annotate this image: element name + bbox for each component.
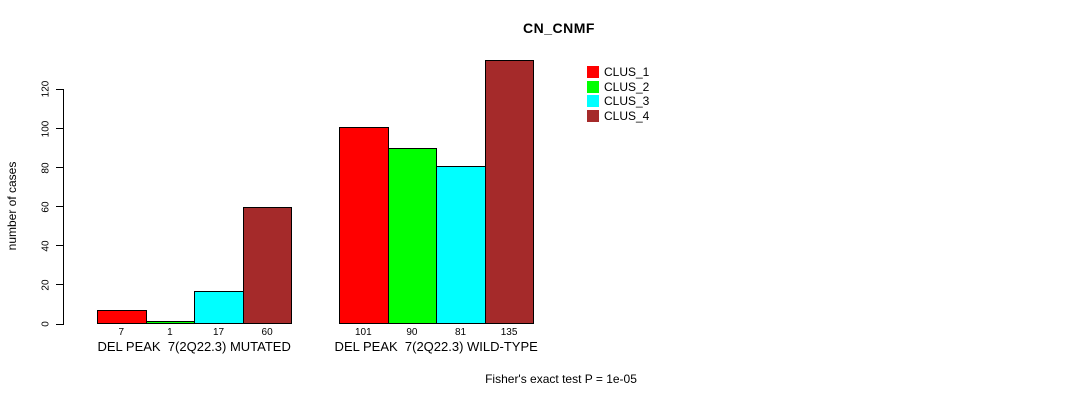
y-tick-label: 100 [40,120,52,137]
bar-clus_3-group1 [194,291,244,324]
bar-clus_4-group1 [242,207,293,324]
legend-swatch-clus_3 [587,95,599,108]
legend-label: CLUS_3 [604,94,650,109]
group-label: DEL PEAK 7(2Q22.3) WILD-TYPE [334,339,538,354]
bar-clus_2-group2 [387,148,438,324]
legend-row: CLUS_1 [587,65,649,80]
legend-row: CLUS_3 [587,94,649,109]
y-tick-mark [56,323,64,325]
bar-value-label: 7 [118,327,125,338]
legend-swatch-clus_4 [587,110,599,123]
bar-value-label: 90 [406,327,418,338]
y-tick-label: 60 [40,201,52,213]
bar-clus_1-group2 [339,127,389,324]
group-label: DEL PEAK 7(2Q22.3) MUTATED [97,339,291,354]
y-tick-label: 80 [40,162,52,174]
bar-value-label: 60 [261,327,273,338]
bar-clus_4-group2 [484,60,535,324]
y-tick-mark [56,128,64,129]
legend-label: CLUS_4 [604,109,650,124]
bar-value-label: 1 [167,327,173,338]
y-tick-label: 120 [40,81,52,98]
bar-clus_2-group1 [145,321,196,324]
legend: CLUS_1 CLUS_2 CLUS_3 CLUS_4 [587,65,649,123]
y-tick-mark [56,284,64,286]
chart-title: CN_CNMF [523,20,595,36]
y-tick-label: 20 [40,279,52,291]
y-tick-mark [56,167,64,169]
legend-row: CLUS_2 [587,80,649,95]
stat-test-note: Fisher's exact test P = 1e-05 [485,372,637,386]
legend-row: CLUS_4 [587,109,649,124]
y-axis-title: number of cases [5,161,19,251]
legend-label: CLUS_2 [604,79,650,94]
bar-value-label: 81 [454,327,467,338]
bar-value-label: 101 [354,327,372,338]
legend-label: CLUS_1 [604,65,650,80]
y-tick-label: 40 [40,240,52,252]
bar-value-label: 17 [212,327,225,338]
y-tick-mark [56,245,64,247]
legend-swatch-clus_1 [587,66,599,79]
bar-clus_1-group1 [97,310,147,324]
y-tick-label: 0 [40,321,52,327]
bar-clus_3-group2 [436,166,486,324]
y-tick-mark [56,206,64,208]
bar-value-label: 135 [500,327,518,338]
y-tick-mark [56,88,64,90]
legend-swatch-clus_2 [587,80,599,93]
